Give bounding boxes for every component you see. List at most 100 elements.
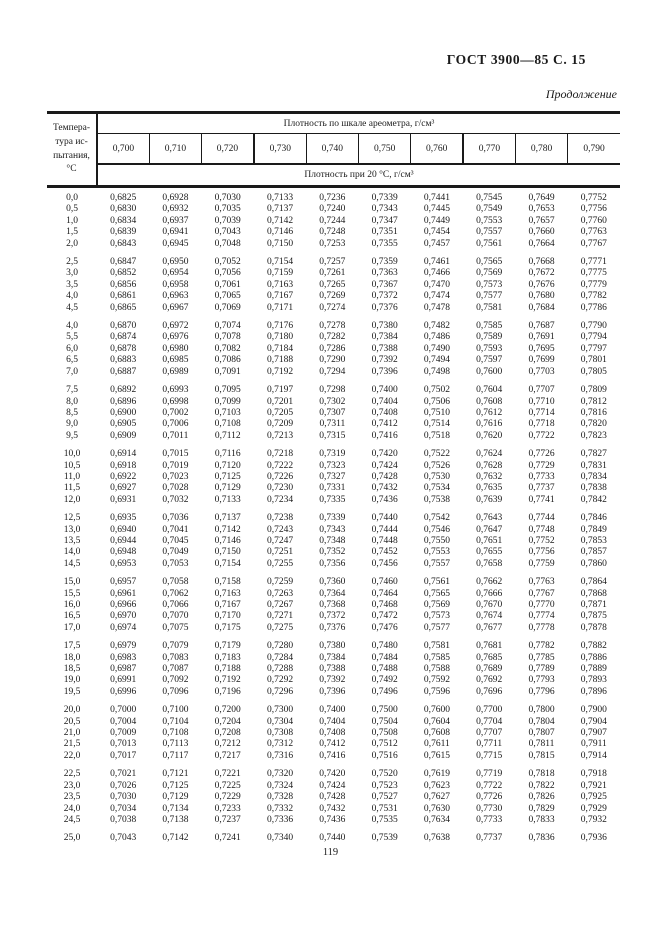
density-value-cell: 0,7518 <box>423 430 450 441</box>
density-value-cell: 0,7217 <box>214 750 241 761</box>
density-value-cell: 0,7331 <box>319 483 346 494</box>
density-value-cell: 0,7836 <box>528 833 555 844</box>
density-value-cell: 0,7664 <box>528 238 555 249</box>
density-value-cell: 0,7388 <box>371 343 398 354</box>
density-value-cell: 0,7440 <box>371 513 398 524</box>
temperature-cell: 2,5 <box>66 257 78 268</box>
density-value-cell: 0,7441 <box>423 193 450 203</box>
density-value-cell: 0,7715 <box>476 750 503 761</box>
density-value-cell: 0,7416 <box>319 750 346 761</box>
temperature-cell: 12,5 <box>63 513 81 524</box>
density-value-cell: 0,7834 <box>580 471 607 482</box>
density-value-cell: 0,7428 <box>319 792 346 803</box>
density-value-cell: 0,7842 <box>580 494 607 505</box>
density-value-cell: 0,7108 <box>162 728 189 739</box>
density-value-cell: 0,7707 <box>476 728 503 739</box>
density-value-cell: 0,7356 <box>319 558 346 569</box>
density-value-cell: 0,7936 <box>580 833 607 844</box>
table-row: 4,0 0,6861 0,6963 0,7065 0,7167 0,7269 0,7372 0… <box>47 291 620 302</box>
density-value-cell: 0,7666 <box>476 588 503 599</box>
density-value-cell: 0,7343 <box>371 204 398 215</box>
density-value-cell: 0,7857 <box>580 547 607 558</box>
density-value-cell: 0,7049 <box>162 547 189 558</box>
density-value-cell: 0,7748 <box>528 524 555 535</box>
density-value-cell: 0,7685 <box>476 652 503 663</box>
density-value-cell: 0,7280 <box>266 641 294 652</box>
density-value-cell: 0,7707 <box>528 385 555 396</box>
density-value-cell: 0,6989 <box>162 366 189 377</box>
temperature-cell: 13,0 <box>63 524 81 535</box>
density-value-cell: 0,7730 <box>476 803 503 814</box>
density-value-cell: 0,7498 <box>423 366 450 377</box>
density-value-cell: 0,7420 <box>319 769 346 780</box>
density-value-cell: 0,7480 <box>371 641 398 652</box>
temperature-cell: 15,0 <box>63 577 81 588</box>
density-value-cell: 0,7192 <box>266 366 294 377</box>
density-value-cell: 0,6887 <box>110 366 137 377</box>
density-value-cell: 0,7213 <box>266 430 294 441</box>
density-value-cell: 0,7176 <box>266 321 294 332</box>
density-value-cell: 0,7154 <box>266 257 294 268</box>
density-value-cell: 0,7307 <box>319 407 346 418</box>
density-value-cell: 0,7651 <box>476 535 503 546</box>
density-value-cell: 0,7364 <box>319 588 346 599</box>
density-value-cell: 0,7545 <box>476 193 503 203</box>
table-row: 25,0 0,7043 0,7142 0,7241 0,7340 0,7440 0,7539… <box>47 826 620 844</box>
density-value-cell: 0,7091 <box>214 366 241 377</box>
density-value-cell: 0,7304 <box>266 716 294 727</box>
density-value-cell: 0,7030 <box>110 792 137 803</box>
table-row: 9,5 0,6909 0,7011 0,7112 0,7213 0,7315 0,7416 0… <box>47 431 620 442</box>
density-value-cell: 0,7125 <box>162 780 189 791</box>
density-value-cell: 0,7763 <box>528 577 555 588</box>
density-value-cell: 0,7672 <box>528 268 555 279</box>
table-row: 2,5 0,6847 0,6950 0,7052 0,7154 0,7257 0,7359 0… <box>47 250 620 268</box>
density-value-cell: 0,7456 <box>371 558 398 569</box>
temperature-cell: 22,5 <box>63 769 81 780</box>
density-value-cell: 0,6865 <box>110 302 137 313</box>
density-value-cell: 0,7482 <box>423 321 450 332</box>
density-value-cell: 0,7767 <box>528 588 555 599</box>
temperature-cell: 9,0 <box>66 419 78 430</box>
density-value-cell: 0,7628 <box>476 460 503 471</box>
density-value-cell: 0,7774 <box>528 611 555 622</box>
density-value-cell: 0,6940 <box>110 524 137 535</box>
table-row: 10,0 0,6914 0,7015 0,7116 0,7218 0,7319 0,7420… <box>47 442 620 460</box>
density-value-cell: 0,7911 <box>580 739 607 750</box>
density-value-cell: 0,7623 <box>423 780 450 791</box>
density-value-cell: 0,7092 <box>162 675 189 686</box>
table-row: 6,5 0,6883 0,6985 0,7086 0,7188 0,7290 0,7392 0… <box>47 355 620 366</box>
temperature-cell: 20,5 <box>63 716 81 727</box>
density-value-cell: 0,7823 <box>580 430 607 441</box>
density-value-cell: 0,7800 <box>528 705 555 716</box>
density-value-cell: 0,7718 <box>528 419 555 430</box>
density-value-cell: 0,7719 <box>476 769 503 780</box>
table-row: 12,0 0,6931 0,7032 0,7133 0,7234 0,7335 0,7436… <box>47 495 620 506</box>
temperature-cell: 16,0 <box>63 600 81 610</box>
density-value-cell: 0,7066 <box>162 600 189 610</box>
density-value-cell: 0,6974 <box>110 622 137 633</box>
table-row: 16,0 0,6966 0,7066 0,7167 0,7267 0,7368 0,7468… <box>47 600 620 611</box>
temperature-cell: 18,0 <box>63 652 81 663</box>
density-value-cell: 0,7009 <box>110 728 137 739</box>
density-value-cell: 0,7275 <box>266 622 294 633</box>
density-value-cell: 0,7624 <box>476 449 503 460</box>
density-value-cell: 0,6878 <box>110 343 137 354</box>
density-value-cell: 0,7457 <box>423 238 450 249</box>
density-value-cell: 0,7253 <box>319 238 346 249</box>
sub-header-row: Плотность при 20 °С, г/см³ <box>47 164 620 187</box>
density-value-cell: 0,7265 <box>319 279 346 290</box>
density-value-cell: 0,7392 <box>371 355 398 366</box>
density-value-cell: 0,7319 <box>319 449 346 460</box>
density-value-cell: 0,7269 <box>319 291 346 302</box>
density-value-cell: 0,7188 <box>266 355 294 366</box>
density-value-cell: 0,7733 <box>528 471 555 482</box>
density-value-cell: 0,7146 <box>266 227 294 238</box>
density-value-cell: 0,7506 <box>423 396 450 407</box>
density-value-cell: 0,7816 <box>580 407 607 418</box>
density-value-cell: 0,7100 <box>162 705 189 716</box>
density-value-cell: 0,7460 <box>371 577 398 588</box>
density-value-cell: 0,7045 <box>162 535 189 546</box>
density-value-cell: 0,6839 <box>110 227 137 238</box>
density-value-cell: 0,7647 <box>476 524 503 535</box>
